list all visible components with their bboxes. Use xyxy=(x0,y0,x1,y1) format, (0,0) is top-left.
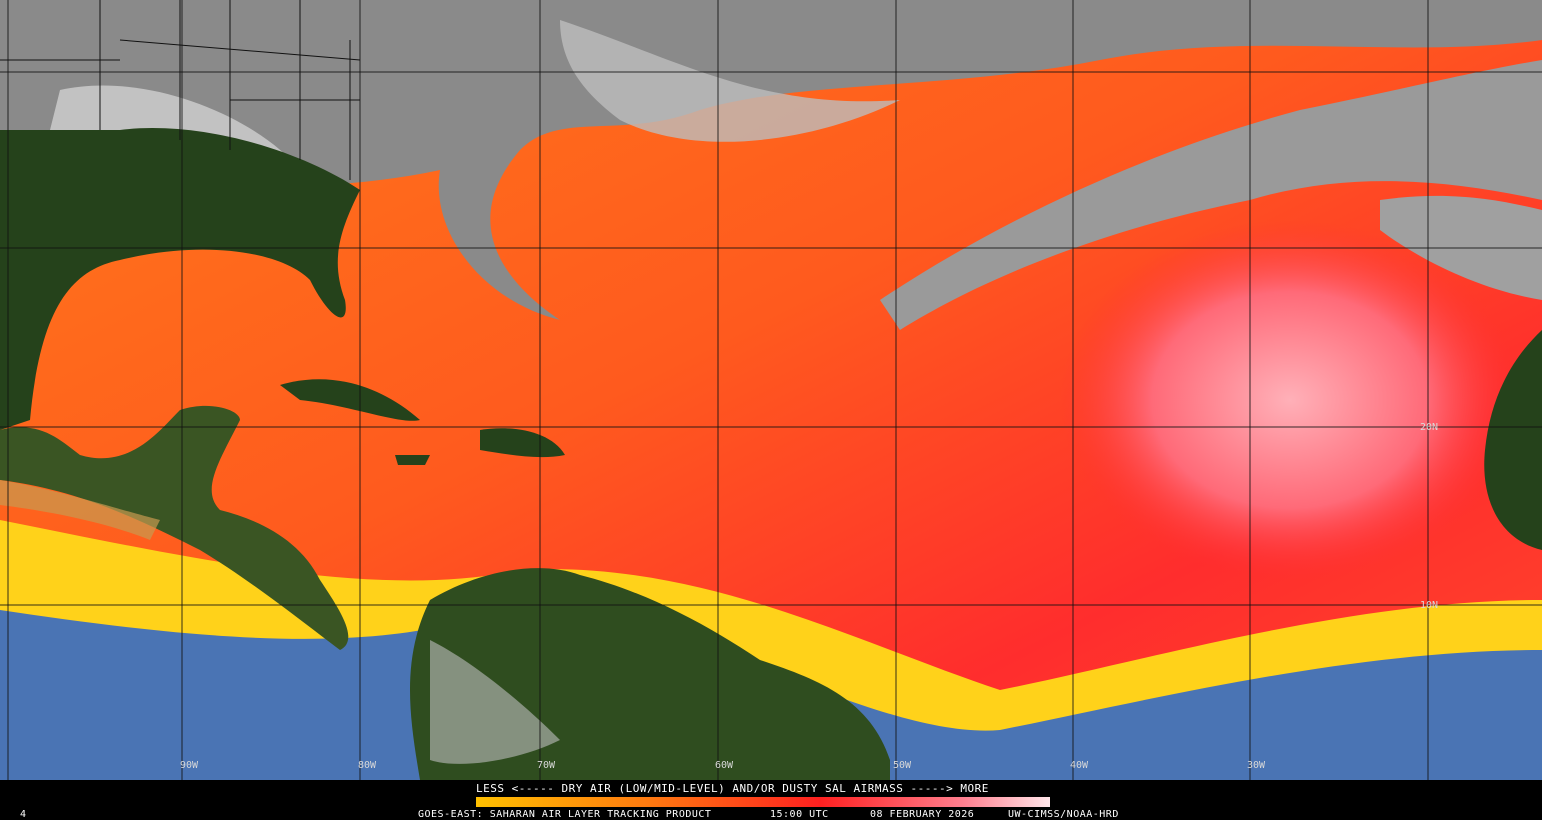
corner-label: 4 xyxy=(20,809,27,820)
lon-label: 80W xyxy=(358,760,377,771)
borders xyxy=(0,0,361,180)
lon-label: 50W xyxy=(893,760,912,771)
date: 08 FEBRUARY 2026 xyxy=(870,809,974,820)
time: 15:00 UTC xyxy=(770,809,829,820)
imagery xyxy=(0,0,1542,780)
graticule xyxy=(0,0,1542,780)
lon-label: 70W xyxy=(537,760,556,771)
lon-label: 30W xyxy=(1247,760,1266,771)
lat-label: 20N xyxy=(1420,422,1438,433)
credit: UW-CIMSS/NOAA-HRD xyxy=(1008,809,1119,820)
lon-label: 60W xyxy=(715,760,734,771)
lat-label: 10N xyxy=(1420,600,1438,611)
color-scale xyxy=(476,797,1050,807)
lon-label: 90W xyxy=(180,760,199,771)
lon-label: 40W xyxy=(1070,760,1089,771)
legend-caption: LESS <----- DRY AIR (LOW/MID-LEVEL) AND/… xyxy=(476,782,989,795)
product-name: GOES-EAST: SAHARAN AIR LAYER TRACKING PR… xyxy=(418,809,711,820)
